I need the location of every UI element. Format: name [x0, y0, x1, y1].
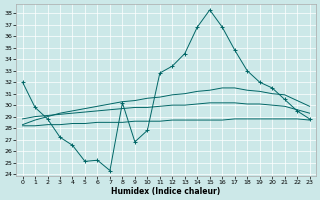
X-axis label: Humidex (Indice chaleur): Humidex (Indice chaleur) — [111, 187, 221, 196]
